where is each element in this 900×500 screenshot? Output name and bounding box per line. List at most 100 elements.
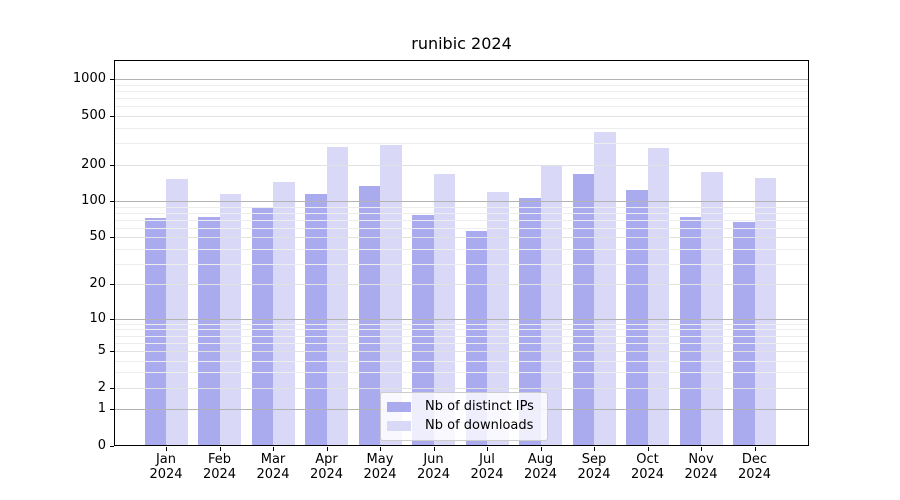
y-tick-label-2: 2 — [97, 379, 106, 395]
y-tick-mark-500 — [110, 116, 114, 118]
gridline-400 — [114, 127, 809, 129]
y-tick-mark-1000 — [110, 79, 114, 81]
x-tick-mark-nov — [701, 447, 702, 451]
bar-downloads-aug — [540, 165, 562, 446]
bar-ips-aug — [519, 198, 541, 446]
chart-title: runibic 2024 — [411, 34, 512, 53]
gridline-8 — [114, 329, 809, 331]
x-tick-label-jun: Jun 2024 — [416, 452, 451, 482]
gridline-600 — [114, 106, 809, 108]
gridline-6 — [114, 342, 809, 344]
gridline-2 — [114, 387, 809, 389]
y-tick-label-100: 100 — [81, 193, 106, 209]
legend-swatch-ips-icon — [387, 401, 411, 412]
bar-downloads-sep — [594, 132, 616, 446]
gridline-70 — [114, 219, 809, 221]
x-tick-mark-jan — [166, 447, 167, 451]
x-tick-label-feb: Feb 2024 — [202, 452, 237, 482]
y-tick-label-1: 1 — [97, 401, 106, 417]
x-tick-mark-apr — [326, 447, 328, 451]
x-tick-mark-dec — [754, 447, 756, 451]
bar-ips-sep — [572, 174, 594, 446]
plot-area — [114, 60, 809, 446]
x-tick-mark-mar — [273, 447, 274, 451]
y-tick-label-20: 20 — [89, 276, 106, 292]
x-tick-label-dec: Dec 2024 — [737, 452, 772, 482]
gridline-100 — [114, 201, 809, 203]
gridline-9 — [114, 323, 809, 325]
y-tick-mark-100 — [110, 201, 114, 203]
x-tick-label-jan: Jan 2024 — [149, 452, 183, 482]
y-tick-label-0: 0 — [97, 438, 106, 453]
bar-ips-oct — [626, 190, 648, 446]
bar-ips-jan — [144, 218, 166, 446]
x-tick-label-may: May 2024 — [363, 452, 397, 482]
legend-label-ips: Nb of distinct IPs — [425, 399, 534, 414]
bar-ips-feb — [198, 216, 220, 446]
gridline-1000 — [114, 79, 809, 81]
gridline-10 — [114, 318, 809, 320]
gridline-50 — [114, 237, 809, 239]
gridline-900 — [114, 84, 809, 86]
y-tick-mark-1 — [110, 409, 114, 411]
y-tick-mark-10 — [110, 318, 114, 320]
y-tick-mark-2 — [110, 387, 114, 389]
gridline-40 — [114, 248, 809, 250]
x-tick-mark-jul — [487, 447, 488, 451]
gridline-60 — [114, 227, 809, 229]
gridline-3 — [114, 372, 809, 374]
gridline-300 — [114, 143, 809, 145]
x-tick-label-nov: Nov 2024 — [684, 452, 718, 482]
bar-ips-apr — [305, 194, 327, 446]
bar-downloads-apr — [326, 147, 348, 446]
y-tick-label-1000: 1000 — [72, 71, 106, 87]
bar-ips-nov — [679, 216, 701, 446]
bar-ips-dec — [733, 222, 755, 446]
y-tick-label-10: 10 — [89, 310, 106, 326]
x-tick-label-aug: Aug 2024 — [523, 452, 558, 482]
bar-downloads-nov — [701, 172, 723, 446]
x-tick-label-mar: Mar 2024 — [256, 452, 290, 482]
x-tick-mark-oct — [647, 447, 649, 451]
y-tick-mark-200 — [110, 164, 114, 166]
x-tick-mark-jun — [433, 447, 435, 451]
gridline-20 — [114, 284, 809, 286]
x-tick-mark-aug — [540, 447, 542, 451]
y-tick-label-500: 500 — [81, 108, 106, 124]
x-tick-label-jul: Jul 2024 — [470, 452, 504, 482]
y-tick-label-50: 50 — [89, 229, 106, 245]
bar-downloads-dec — [754, 177, 776, 446]
legend-row-downloads: Nb of downloads — [387, 416, 539, 435]
bar-downloads-oct — [647, 148, 669, 446]
gridline-80 — [114, 212, 809, 214]
y-tick-mark-50 — [110, 237, 114, 239]
x-tick-mark-may — [380, 447, 381, 451]
legend-label-downloads: Nb of downloads — [425, 418, 534, 433]
gridline-200 — [114, 164, 809, 166]
gridline-30 — [114, 263, 809, 265]
legend-row-ips: Nb of distinct IPs — [387, 397, 539, 416]
x-tick-label-apr: Apr 2024 — [309, 452, 344, 482]
x-tick-mark-feb — [219, 447, 221, 451]
y-tick-mark-20 — [110, 284, 114, 286]
bar-ips-may — [358, 186, 380, 446]
gridline-5 — [114, 350, 809, 352]
y-tick-label-5: 5 — [97, 342, 106, 358]
x-tick-mark-sep — [594, 447, 595, 451]
bar-downloads-feb — [219, 193, 241, 446]
gridline-800 — [114, 91, 809, 93]
legend: Nb of distinct IPs Nb of downloads — [380, 392, 548, 441]
legend-swatch-downloads-icon — [387, 420, 411, 431]
bar-downloads-jun — [433, 174, 455, 446]
y-tick-mark-0 — [110, 446, 114, 447]
bar-ips-mar — [251, 206, 273, 446]
bar-downloads-jan — [166, 179, 188, 446]
x-tick-label-oct: Oct 2024 — [630, 452, 665, 482]
y-tick-label-200: 200 — [81, 156, 106, 172]
gridline-500 — [114, 116, 809, 118]
bar-downloads-mar — [273, 181, 295, 446]
gridline-90 — [114, 206, 809, 208]
y-tick-mark-5 — [110, 350, 114, 352]
gridline-700 — [114, 98, 809, 100]
